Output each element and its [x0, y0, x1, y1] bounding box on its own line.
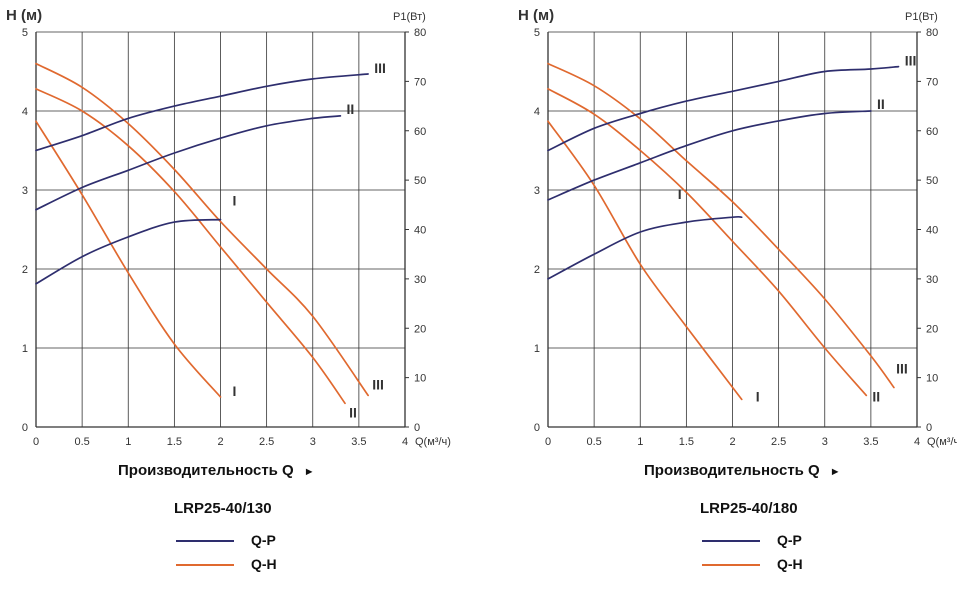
y-right-tick-label: 40: [414, 225, 426, 237]
y-right-tick-label: 0: [414, 422, 420, 434]
y-right-tick-label: 20: [414, 323, 426, 335]
legend-swatch-qp: [702, 540, 760, 542]
arrow-right-icon: ►: [829, 466, 841, 478]
y-right-tick-label: 10: [414, 373, 426, 385]
curve-label-qh-iii: III: [372, 376, 384, 392]
x-axis-title-left: Производительность Q ►: [118, 462, 315, 479]
y-left-tick-label: 3: [534, 185, 540, 197]
y-right-tick-label: 60: [414, 126, 426, 138]
y-right-tick-label: 70: [926, 76, 938, 88]
y-right-tick-label: 40: [926, 225, 938, 237]
qh-curve-iii: [35, 62, 369, 397]
qh-curve-iii: [547, 62, 895, 389]
y-right-tick-label: 80: [926, 27, 938, 39]
curve-label-qp-ii: II: [877, 96, 885, 112]
legend-item-qh-right: Q-H: [702, 556, 842, 572]
y-left-tick-label: 4: [22, 106, 28, 118]
y-right-tick-label: 30: [926, 274, 938, 286]
y-left-tick-label: 1: [534, 343, 540, 355]
curve-label-qh-ii: II: [349, 404, 357, 420]
y-left-tick-label: 4: [534, 106, 540, 118]
x-tick-label: 2.5: [771, 436, 786, 448]
curve-label-qp-iii: III: [905, 53, 917, 69]
legend-label-qp: Q-P: [777, 532, 802, 548]
x-axis-title-right: Производительность Q ►: [644, 462, 841, 479]
x-tick-label: 0: [33, 436, 39, 448]
y-right-tick-label: 30: [414, 274, 426, 286]
qh-curve-i: [547, 120, 743, 401]
y-left-tick-label: 5: [22, 27, 28, 39]
legend-item-qp-left: Q-P: [176, 532, 316, 548]
x-tick-label: 3: [310, 436, 316, 448]
qh-curve-i: [35, 120, 222, 398]
model-title-right: LRP25-40/180: [700, 500, 798, 517]
curve-label-qp-iii: III: [374, 60, 386, 76]
y-right-tick-label: 60: [926, 126, 938, 138]
y-right-tick-label: 50: [926, 175, 938, 187]
y-left-tick-label: 2: [22, 264, 28, 276]
x-tick-label: 3: [822, 436, 828, 448]
y-right-tick-label: 80: [414, 27, 426, 39]
model-title-left: LRP25-40/130: [174, 500, 272, 517]
x-tick-label: 2: [217, 436, 223, 448]
legend-label-qp: Q-P: [251, 532, 276, 548]
qp-curve-iii: [547, 65, 900, 152]
y-left-axis-title: H (м): [518, 7, 554, 24]
y-left-tick-label: 3: [22, 185, 28, 197]
curve-label-qp-ii: II: [347, 101, 355, 117]
y-right-tick-label: 50: [414, 175, 426, 187]
arrow-right-icon: ►: [303, 466, 315, 478]
y-left-axis-title: H (м): [6, 7, 42, 24]
x-tick-label: 2: [729, 436, 735, 448]
curve-label-qp-i: I: [678, 186, 682, 202]
y-left-tick-label: 0: [534, 422, 540, 434]
legend-swatch-qh: [176, 564, 234, 566]
y-right-tick-label: 10: [926, 373, 938, 385]
qp-curve-iii: [35, 73, 369, 152]
qh-curve-ii: [547, 88, 868, 397]
x-tick-label: 1.5: [679, 436, 694, 448]
y-right-axis-title: P1(Вт): [393, 11, 426, 23]
qp-curve-ii: [547, 110, 872, 201]
qp-curve-i: [547, 215, 743, 280]
qp-curve-i: [35, 218, 222, 285]
y-right-tick-label: 0: [926, 422, 932, 434]
qh-curve-ii: [35, 88, 346, 405]
x-tick-label: 0.5: [74, 436, 89, 448]
y-left-tick-label: 5: [534, 27, 540, 39]
x-tick-label: 1.5: [167, 436, 182, 448]
y-left-tick-label: 0: [22, 422, 28, 434]
legend-item-qp-right: Q-P: [702, 532, 842, 548]
legend-item-qh-left: Q-H: [176, 556, 316, 572]
legend-swatch-qh: [702, 564, 760, 566]
x-tick-label: 1: [637, 436, 643, 448]
x-tick-label: 3.5: [863, 436, 878, 448]
x-tick-label: 4: [914, 436, 920, 448]
x-tick-label: 1: [125, 436, 131, 448]
x-tick-label: 0.5: [586, 436, 601, 448]
y-right-tick-label: 20: [926, 323, 938, 335]
x-unit-label: Q(м³/ч): [415, 436, 451, 448]
curve-label-qh-ii: II: [872, 388, 880, 404]
y-left-tick-label: 1: [22, 343, 28, 355]
x-tick-label: 3.5: [351, 436, 366, 448]
y-right-tick-label: 70: [414, 76, 426, 88]
curve-label-qh-iii: III: [896, 361, 908, 377]
curve-label-qp-i: I: [233, 193, 237, 209]
legend-swatch-qp: [176, 540, 234, 542]
y-left-tick-label: 2: [534, 264, 540, 276]
x-unit-label: Q(м³/ч): [927, 436, 957, 448]
legend-label-qh: Q-H: [777, 556, 803, 572]
x-tick-label: 2.5: [259, 436, 274, 448]
x-tick-label: 4: [402, 436, 408, 448]
curve-label-qh-i: I: [233, 383, 237, 399]
x-tick-label: 0: [545, 436, 551, 448]
curve-label-qh-i: I: [756, 388, 760, 404]
legend-label-qh: Q-H: [251, 556, 277, 572]
qp-curve-ii: [35, 115, 342, 211]
y-right-axis-title: P1(Вт): [905, 11, 938, 23]
